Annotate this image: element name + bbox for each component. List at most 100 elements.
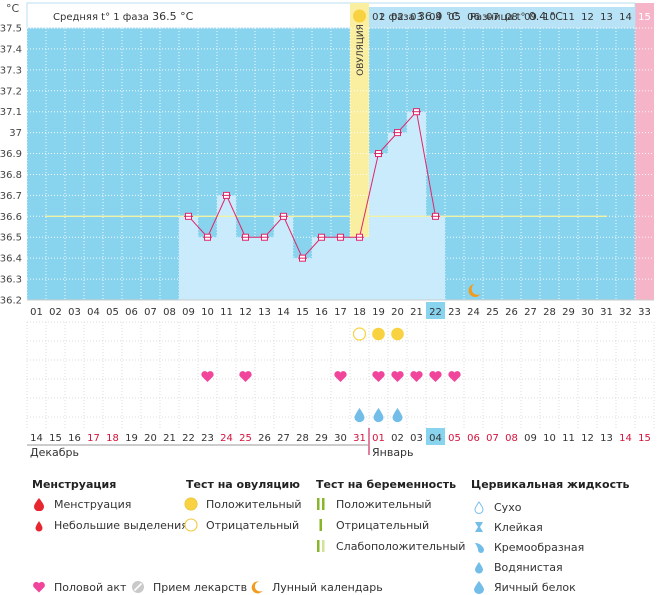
legend-medication-label: Прием лекарств [153, 580, 248, 594]
calendar-date-label: 31 [353, 433, 366, 444]
luteal-day-number: 10 [543, 12, 556, 23]
cervical-sticky-icon [475, 522, 483, 532]
temperature-bar [331, 237, 350, 300]
calendar-date-label: 11 [562, 433, 575, 444]
cycle-day-label: 08 [163, 307, 176, 318]
calendar-date-label: 15 [49, 433, 62, 444]
calendar-date-label: 13 [600, 433, 613, 444]
luteal-day-number: 09 [524, 12, 537, 23]
legend-pregnancy-positive: Положительный [314, 497, 432, 511]
legend-cervical-eggwhite: Яичный белок [472, 580, 576, 594]
legend-cervical-creamy-label: Кремообразная [494, 540, 585, 554]
temperature-bar [274, 216, 293, 300]
luteal-day-number: 15 [638, 12, 651, 23]
calendar-date-label: 26 [258, 433, 271, 444]
calendar-date-label: 24 [220, 433, 233, 444]
calendar-date-label: 09 [524, 433, 537, 444]
ovulation-column [350, 3, 369, 300]
pregnancy-weak-icon [317, 540, 325, 552]
calendar-date-label: 08 [505, 433, 518, 444]
intercourse-heart [372, 371, 385, 382]
luteal-day-number: 02 [391, 12, 404, 23]
cervical-eggwhite-icon [474, 581, 484, 594]
cycle-day-label: 23 [448, 307, 461, 318]
calendar-date-label: 21 [163, 433, 176, 444]
intercourse-heart [448, 371, 461, 382]
legend-pregnancy-negative: Отрицательный [314, 518, 429, 532]
cycle-day-label: 15 [296, 307, 309, 318]
calendar-date-label: 28 [296, 433, 309, 444]
luteal-day-number: 14 [619, 12, 632, 23]
legend-pregnancy-negative-label: Отрицательный [336, 518, 430, 532]
cycle-day-label: 24 [467, 307, 480, 318]
legend-cervical-dry-label: Сухо [494, 500, 522, 514]
phase1-value: 36.5 °C [152, 10, 194, 23]
luteal-day-number: 07 [486, 12, 499, 23]
calendar-date-label: 19 [125, 433, 138, 444]
cycle-day-label: 04 [87, 307, 100, 318]
cycle-day-label: 22 [429, 307, 442, 318]
legend-cervical-title: Цервикальная жидкость [471, 478, 630, 491]
legend-spotting: Небольшие выделения [32, 518, 188, 532]
menstruation-drop-icon [34, 498, 44, 511]
cycle-day-label: 01 [30, 307, 43, 318]
calendar-date-label: 14 [30, 433, 43, 444]
calendar-date-label: 30 [334, 433, 347, 444]
temperature-bar [312, 237, 331, 300]
cycle-day-label: 14 [277, 307, 290, 318]
calendar-date-label: 03 [410, 433, 423, 444]
calendar-date-label: 10 [543, 433, 556, 444]
cycle-day-label: 06 [125, 307, 138, 318]
y-tick-label: 36.7 [0, 191, 22, 202]
cycle-day-label: 18 [353, 307, 366, 318]
month-december: Декабрь [30, 446, 79, 459]
phase1-summary: Средняя t° 1 фаза 36.5 °C [53, 10, 193, 23]
cycle-day-label: 28 [543, 307, 556, 318]
legend-intercourse-label: Половой акт [54, 580, 127, 594]
y-tick-label: 36.3 [0, 275, 22, 286]
cycle-day-label: 16 [315, 307, 328, 318]
calendar-date-label: 29 [315, 433, 328, 444]
cervical-fluid-drop [354, 408, 365, 423]
calendar-date-label: 14 [619, 433, 632, 444]
legend-menstruation-title: Менструация [32, 478, 117, 491]
legend-intercourse: Половой акт [32, 580, 126, 594]
cervical-creamy-icon [475, 543, 484, 553]
temperature-bar [369, 153, 388, 300]
cervical-watery-icon [475, 562, 483, 574]
legend-cervical-creamy: Кремообразная [472, 540, 584, 554]
pill-icon [132, 581, 144, 593]
temperature-bar [407, 111, 426, 300]
intercourse-heart [239, 371, 252, 382]
phase2-value: 36.9 °C [417, 10, 460, 23]
calendar-date-label: 23 [201, 433, 214, 444]
temperature-bar [293, 258, 312, 300]
cycle-day-label: 31 [600, 307, 613, 318]
cervical-fluid-drop [392, 408, 403, 423]
legend-cervical-sticky: Клейкая [472, 520, 543, 534]
y-tick-label: 36.8 [0, 170, 22, 181]
y-tick-label: 37.5 [0, 24, 22, 35]
luteal-day-number: 04 [429, 12, 442, 23]
legend-cervical-sticky-label: Клейкая [494, 520, 543, 534]
legend-ovulation-positive: Положительный [184, 497, 302, 511]
luteal-day-number: 11 [562, 12, 575, 23]
moon-icon [468, 284, 481, 297]
temperature-bar [350, 237, 369, 300]
cycle-day-label: 21 [410, 307, 423, 318]
calendar-date-label: 15 [638, 433, 651, 444]
spotting-drop-icon [35, 521, 43, 532]
calendar-date-label: 17 [87, 433, 100, 444]
phase2-summary: 2 фаза 36.9 °C [379, 10, 459, 23]
ovulation-negative-icon [184, 518, 198, 532]
y-tick-label: 37.4 [0, 44, 22, 55]
legend-cervical-watery: Водянистая [472, 560, 563, 574]
calendar-date-label: 25 [239, 433, 252, 444]
y-tick-label: 37 [9, 128, 22, 139]
cycle-day-label: 12 [239, 307, 252, 318]
cycle-day-label: 09 [182, 307, 195, 318]
intercourse-heart [429, 371, 442, 382]
temperature-bar [255, 237, 274, 300]
cycle-day-label: 05 [106, 307, 119, 318]
calendar-date-label: 12 [581, 433, 594, 444]
